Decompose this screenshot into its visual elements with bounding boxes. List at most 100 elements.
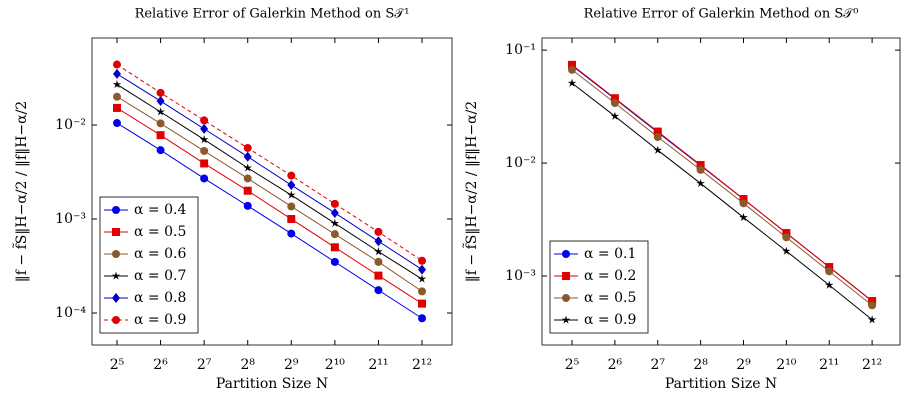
marker: [156, 107, 165, 116]
marker: [418, 264, 427, 275]
series-line: [116, 64, 423, 262]
marker: [200, 146, 209, 155]
x-tick-label: 2⁸: [240, 357, 255, 373]
legend-label: α = 0.9: [584, 312, 636, 328]
marker: [374, 271, 383, 280]
marker: [156, 146, 165, 155]
marker: [374, 227, 383, 236]
marker: [112, 103, 121, 112]
y-tick-label: 10⁻³: [505, 268, 536, 284]
series-line: [571, 82, 873, 321]
legend-label: α = 0.8: [134, 290, 186, 306]
marker: [374, 257, 383, 266]
marker: [156, 131, 165, 140]
legend-label: α = 0.2: [584, 268, 636, 284]
marker: [825, 263, 834, 272]
legend-marker: [112, 316, 120, 324]
legend-label: α = 0.4: [134, 202, 186, 218]
legend-label: α = 0.5: [584, 290, 636, 306]
marker: [653, 133, 662, 142]
marker: [739, 199, 748, 208]
marker: [330, 243, 339, 252]
marker: [418, 256, 427, 265]
x-tick-label: 2⁹: [736, 357, 751, 373]
marker: [739, 195, 748, 204]
marker: [825, 267, 834, 276]
plot-frame: [541, 37, 901, 346]
plot-frame: [91, 37, 453, 346]
marker: [610, 111, 620, 120]
marker: [418, 299, 427, 308]
x-tick-label: 2⁹: [284, 357, 299, 373]
legend-marker: [561, 315, 571, 324]
marker: [330, 257, 339, 266]
marker: [156, 119, 165, 128]
x-tick-label: 2¹⁰: [325, 357, 346, 373]
y-tick-label: 10⁻⁴: [55, 305, 86, 321]
chart-title: Relative Error of Galerkin Method on S𝒯⁰: [584, 7, 859, 22]
x-tick-label: 2¹²: [412, 357, 432, 373]
marker: [417, 274, 427, 283]
series-line: [116, 122, 423, 319]
x-tick-label: 2¹¹: [368, 357, 388, 373]
marker: [868, 297, 877, 306]
x-tick-label: 2⁷: [650, 357, 665, 373]
y-tick-label: 10⁻³: [55, 211, 86, 227]
legend-label: α = 0.7: [134, 268, 186, 284]
legend-marker: [111, 271, 121, 280]
marker: [287, 190, 296, 199]
marker: [287, 180, 296, 191]
x-tick-label: 2¹²: [862, 357, 882, 373]
marker: [782, 233, 791, 242]
x-tick-label: 2⁶: [153, 357, 168, 373]
marker: [568, 65, 577, 74]
marker: [374, 236, 383, 247]
marker: [287, 202, 296, 211]
y-tick-label: 10⁻¹: [505, 42, 536, 58]
marker: [112, 68, 121, 79]
marker: [200, 174, 209, 183]
marker: [200, 159, 209, 168]
marker: [653, 145, 663, 154]
x-tick-label: 2⁶: [608, 357, 623, 373]
marker: [243, 151, 252, 162]
series-line: [116, 84, 423, 280]
y-tick-label: 10⁻²: [505, 155, 536, 171]
marker: [200, 123, 209, 134]
legend-marker: [112, 293, 120, 303]
y-axis-label: ‖f − f̃S‖H−α/2 / ‖f‖H−α/2: [462, 101, 480, 282]
marker: [243, 163, 252, 172]
legend-label: α = 0.5: [134, 224, 186, 240]
series-line: [116, 73, 423, 270]
marker: [112, 60, 121, 69]
legend-label: α = 0.1: [584, 246, 636, 262]
marker: [867, 315, 877, 324]
marker: [696, 178, 705, 188]
x-tick-label: 2¹¹: [819, 357, 839, 373]
marker: [868, 301, 877, 310]
series-line: [116, 96, 423, 292]
marker: [739, 212, 748, 222]
x-tick-label: 2¹⁰: [776, 357, 797, 373]
marker: [610, 94, 619, 103]
marker: [156, 88, 165, 97]
x-axis-label: Partition Size N: [665, 376, 777, 392]
marker: [243, 201, 252, 210]
marker: [112, 92, 121, 101]
x-tick-label: 2⁸: [693, 357, 708, 373]
legend-label: α = 0.6: [134, 246, 186, 262]
marker: [330, 207, 339, 218]
marker: [330, 230, 339, 239]
marker: [824, 280, 834, 289]
x-axis-label: Partition Size N: [216, 376, 328, 392]
legend-label: α = 0.9: [134, 312, 186, 328]
x-tick-label: 2⁵: [565, 357, 580, 373]
series-line: [571, 69, 873, 306]
chart-title: Relative Error of Galerkin Method on S𝒯¹: [135, 7, 410, 22]
marker: [243, 143, 252, 152]
marker: [567, 78, 577, 87]
legend-marker: [112, 250, 120, 258]
marker: [287, 171, 296, 180]
y-tick-label: 10⁻²: [55, 117, 86, 133]
